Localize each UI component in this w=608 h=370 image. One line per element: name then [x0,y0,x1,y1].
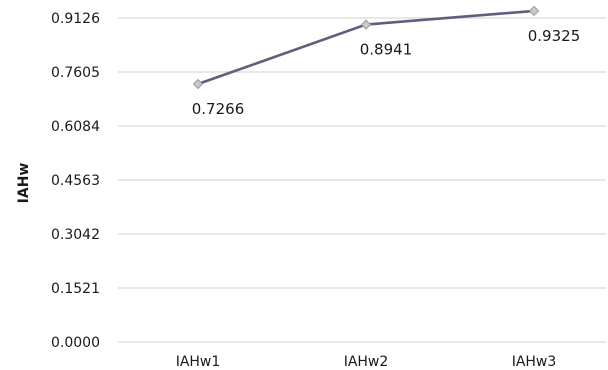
y-tick-label: 0.0000 [51,335,100,351]
y-tick-label: 0.4563 [51,173,100,189]
y-tick-label: 0.3042 [51,227,100,243]
x-category-label: IAHw1 [176,354,221,370]
x-category-label: IAHw3 [512,354,557,370]
y-tick-label: 0.1521 [51,281,100,297]
y-tick-label: 0.7605 [51,65,100,81]
x-category-label: IAHw2 [344,354,389,370]
data-point-marker [528,5,540,17]
y-axis-title: IAHw [16,163,32,204]
data-point-marker [192,78,204,90]
data-label: 0.9325 [528,27,581,45]
data-point-marker [360,19,372,30]
data-label: 0.7266 [192,100,245,118]
data-label: 0.8941 [360,41,413,59]
y-tick-label: 0.6084 [51,119,100,135]
x-axis-categories: IAHw1 IAHw2 IAHw3 [176,354,557,370]
data-labels: 0.7266 0.8941 0.9325 [192,27,581,118]
y-tick-label: 0.9126 [51,11,100,27]
series-layer [192,5,540,90]
y-axis-ticks: 0.0000 0.1521 0.3042 0.4563 0.6084 0.7605 0.91… [51,11,100,351]
gridlines [118,17,606,343]
